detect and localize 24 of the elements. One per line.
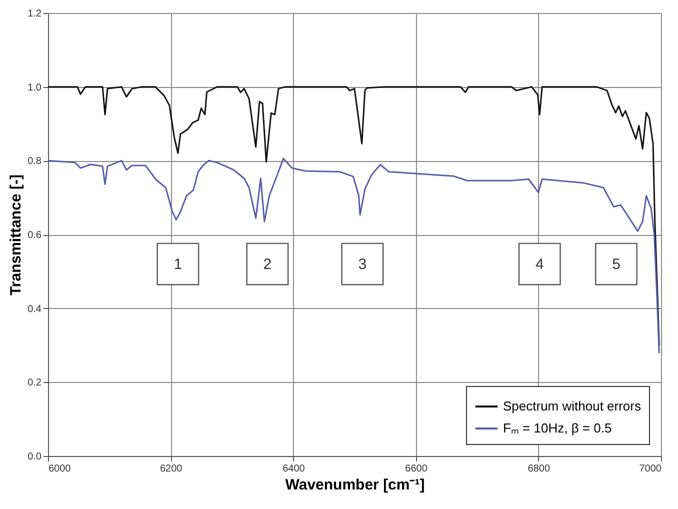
annotation: 2 [263, 256, 272, 274]
annotation: 5 [612, 256, 620, 274]
x-tick-label: 6800 [528, 464, 550, 474]
y-tick-label: 0.2 [28, 378, 42, 389]
x-axis-title: Wavenumber [cm⁻¹] [285, 476, 425, 494]
annotation: 4 [535, 256, 544, 274]
legend-label: Fₘ = 10Hz, β = 0.5 [503, 420, 612, 436]
annotation: 3 [358, 256, 367, 274]
legend-label: Spectrum without errors [503, 398, 642, 414]
x-tick-label: 6600 [405, 464, 428, 474]
annotation: 1 [174, 256, 182, 274]
y-tick-label: 1.2 [28, 8, 42, 20]
x-tick-label: 6200 [160, 464, 183, 474]
y-tick-label: 0.4 [28, 304, 42, 315]
x-tick-label: 6000 [48, 464, 72, 474]
y-axis-title: Transmittance [-] [8, 174, 25, 296]
y-tick-label: 0.6 [28, 230, 42, 241]
x-tick-label: 7000 [639, 464, 662, 474]
y-tick-label: 1.0 [28, 82, 42, 94]
y-tick-label: 0.8 [28, 156, 42, 168]
line-series [48, 86, 660, 346]
line-series [48, 158, 660, 354]
x-tick-label: 6400 [282, 464, 306, 474]
y-tick-label: 0.0 [28, 452, 42, 462]
